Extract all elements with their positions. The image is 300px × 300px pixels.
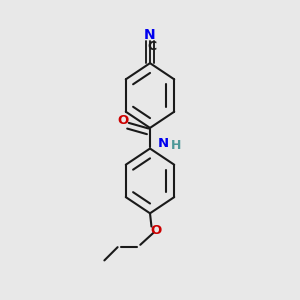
Text: C: C xyxy=(147,40,156,53)
Text: H: H xyxy=(170,140,181,152)
Text: N: N xyxy=(144,28,156,42)
Text: O: O xyxy=(117,114,128,127)
Text: O: O xyxy=(150,224,161,237)
Text: N: N xyxy=(158,137,169,150)
